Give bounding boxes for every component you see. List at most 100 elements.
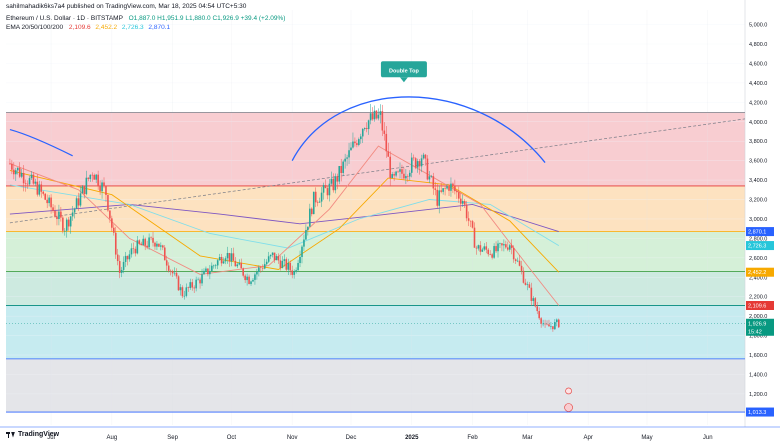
y-tick-label: 4,800.0 [749, 42, 767, 48]
candle-body [459, 198, 462, 204]
candle-body [261, 267, 264, 269]
candle-body [407, 176, 409, 177]
candle-body [371, 113, 374, 120]
candle-body [469, 220, 472, 222]
candle-body [442, 188, 444, 192]
price-tag-bg [746, 407, 774, 417]
candle-body [312, 191, 315, 215]
candle-body [101, 182, 103, 192]
candle-body [405, 176, 407, 179]
candle-body [328, 183, 331, 196]
candle-body [269, 254, 272, 257]
candle-body [446, 186, 448, 189]
x-tick-label: Jun [703, 435, 713, 441]
candle-body [179, 287, 182, 291]
y-tick-label: 2,400.0 [749, 275, 767, 281]
candle-body [534, 298, 537, 307]
candle-body [144, 238, 146, 246]
candle-body [450, 183, 452, 191]
price-tag-bg [746, 326, 774, 336]
candle-body [336, 176, 339, 182]
x-tick-label: Oct [227, 435, 237, 441]
candle-body [13, 169, 15, 175]
y-tick-label: 2,000.0 [749, 314, 767, 320]
candle-body [348, 150, 350, 158]
candle-body [15, 170, 17, 175]
ema20-value: 2,109.6 [68, 24, 91, 31]
x-tick-label: Nov [287, 435, 298, 441]
candle-body [230, 253, 233, 262]
candle-body [136, 240, 139, 254]
tradingview-footer[interactable]: TradingView [6, 431, 59, 438]
candle-body [218, 257, 221, 261]
x-tick-label: May [641, 435, 652, 441]
candle-body [342, 161, 344, 173]
candle-body [326, 188, 329, 196]
candle-body [18, 167, 21, 177]
candle-body [132, 248, 135, 249]
price-tag-label: 2,870.1 [748, 230, 766, 236]
candle-body [416, 161, 419, 168]
candle-body [193, 287, 195, 289]
y-tick-label: 4,400.0 [749, 81, 767, 87]
candle-body [195, 279, 197, 289]
candle-body [44, 193, 47, 200]
y-tick-label: 3,000.0 [749, 217, 767, 223]
candle-body [485, 246, 488, 250]
candle-body [111, 218, 113, 228]
candle-body [499, 243, 501, 244]
candle-body [285, 259, 288, 270]
y-tick-label: 3,200.0 [749, 198, 767, 204]
candle-body [503, 244, 505, 246]
candle-body [240, 262, 243, 269]
candle-body [410, 157, 413, 173]
price-tag-bg [746, 227, 774, 237]
candle-body [79, 193, 82, 206]
candle-body [289, 262, 292, 271]
x-tick-label: Sep [167, 435, 178, 441]
candle-body [171, 270, 174, 274]
footer-brand: TradingView [18, 431, 60, 438]
candle-body [197, 279, 199, 281]
ema-label[interactable]: EMA 20/50/100/200 [6, 24, 64, 31]
candle-body [20, 172, 23, 177]
candle-body [140, 243, 143, 246]
candle-body [550, 326, 552, 327]
candle-body [265, 261, 268, 265]
candle-body [93, 174, 96, 180]
candle-body [11, 163, 13, 170]
candle-body [399, 169, 401, 172]
candle-body [216, 260, 219, 266]
candle-body [350, 147, 352, 151]
symbol-title[interactable]: Ethereum / U.S. Dollar · 1D · BITSTAMP [6, 15, 123, 22]
candle-body [91, 174, 94, 176]
y-tick-label: 1,600.0 [749, 353, 767, 359]
candle-body [385, 133, 388, 152]
price-tag-bg [746, 241, 774, 251]
y-tick-label: 2,200.0 [749, 295, 767, 301]
candle-body [267, 256, 270, 262]
candle-body [83, 186, 86, 195]
candle-body [126, 255, 129, 260]
candle-body [154, 242, 156, 247]
candle-body [142, 238, 145, 246]
candle-body [363, 128, 366, 130]
candle-body [281, 260, 284, 268]
candle-body [518, 260, 521, 266]
candle-body [167, 265, 170, 271]
candle-body [36, 181, 39, 195]
candle-body [307, 226, 309, 231]
candle-body [489, 254, 491, 255]
ema100-value: 2,726.3 [121, 24, 144, 31]
zone-5 [6, 358, 745, 413]
candle-body [85, 177, 88, 195]
candle-body [536, 306, 539, 312]
candle-body [463, 201, 466, 205]
x-tick-label: Jul [47, 435, 55, 441]
x-tick-label: Apr [584, 435, 593, 441]
candle-body [461, 201, 464, 204]
double-top-label: Double Top [389, 68, 419, 74]
candle-body [238, 262, 241, 265]
ohlc-values: O1,887.0 H1,951.9 L1,880.0 C1,926.9 +39.… [128, 15, 286, 22]
